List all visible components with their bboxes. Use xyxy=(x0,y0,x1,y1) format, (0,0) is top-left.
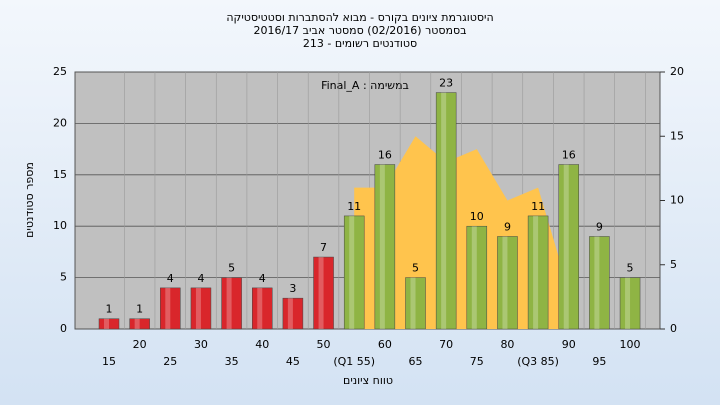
x-tick-label: 95 xyxy=(592,355,606,368)
annotation: במשימה : Final_A xyxy=(321,79,409,92)
bar xyxy=(221,277,242,330)
y2-tick-label: 15 xyxy=(670,129,684,142)
value-label: 4 xyxy=(167,272,174,285)
value-label: 11 xyxy=(347,200,361,213)
bar-shine xyxy=(349,215,355,329)
value-label: 11 xyxy=(531,200,545,213)
bar xyxy=(190,287,212,330)
bar xyxy=(497,236,518,330)
x-tick-label: 100 xyxy=(620,338,641,351)
x-axis-label: טווח ציונים xyxy=(343,374,393,387)
value-label: 9 xyxy=(504,220,511,233)
bar xyxy=(619,277,641,330)
bar xyxy=(405,277,426,330)
x-tick-label: 90 xyxy=(562,338,576,351)
value-label: 1 xyxy=(136,303,143,316)
bar-shine xyxy=(471,226,477,329)
bar-shine xyxy=(287,298,293,329)
value-label: 3 xyxy=(289,282,296,295)
x-tick-label: 35 xyxy=(225,355,239,368)
bar xyxy=(435,92,457,330)
bar-shine xyxy=(625,277,631,329)
x-tick-label: 30 xyxy=(194,338,208,351)
bar xyxy=(252,287,273,330)
y-tick-label: 0 xyxy=(60,322,67,335)
x-tick-label: 70 xyxy=(439,338,453,351)
bar-shine xyxy=(134,318,140,329)
bar-shine xyxy=(226,277,232,329)
value-label: 7 xyxy=(320,241,327,254)
value-label: 5 xyxy=(412,262,419,275)
x-tick-label: 40 xyxy=(255,338,269,351)
y-tick-label: 25 xyxy=(53,65,67,78)
bar-shine xyxy=(104,318,109,329)
y-tick-label: 5 xyxy=(60,271,67,284)
y-axis-label: מספר סטודנטים xyxy=(23,162,36,238)
value-label: 23 xyxy=(439,77,453,90)
bar xyxy=(313,256,334,330)
bar xyxy=(343,215,365,330)
y2-tick-label: 0 xyxy=(670,322,677,335)
bar xyxy=(589,236,610,330)
x-tick-label: (Q1 55) xyxy=(333,355,375,368)
value-label: 10 xyxy=(470,210,484,223)
x-tick-label: 20 xyxy=(133,338,147,351)
bar xyxy=(282,297,304,330)
x-tick-label: 15 xyxy=(102,355,116,368)
bar-shine xyxy=(594,236,600,329)
bar-shine xyxy=(441,92,447,329)
bar xyxy=(527,215,549,330)
x-tick-label: 75 xyxy=(470,355,484,368)
value-label: 5 xyxy=(228,262,235,275)
bar-shine xyxy=(195,287,201,329)
bar-shine xyxy=(257,287,263,329)
value-label: 5 xyxy=(627,262,634,275)
value-label: 4 xyxy=(197,272,204,285)
value-label: 1 xyxy=(106,303,113,316)
y2-tick-label: 20 xyxy=(670,65,684,78)
bar-shine xyxy=(410,277,416,329)
bar-shine xyxy=(533,215,539,329)
x-tick-label: 60 xyxy=(378,338,392,351)
chart-title: היסטוגרמת ציונים בקורס - מבוא להסתברות ו… xyxy=(226,11,493,24)
chart-subtitle: סטודנטים רשומים - 213 xyxy=(303,37,417,50)
value-label: 16 xyxy=(378,149,392,162)
bar-shine xyxy=(563,164,569,329)
x-tick-label: (Q3 85) xyxy=(517,355,559,368)
bar xyxy=(558,164,579,330)
x-tick-label: 80 xyxy=(500,338,514,351)
bar-shine xyxy=(379,164,385,329)
y2-tick-label: 5 xyxy=(670,258,677,271)
bar xyxy=(160,287,181,330)
y-tick-label: 10 xyxy=(53,219,67,232)
x-tick-label: 65 xyxy=(409,355,423,368)
x-tick-label: 50 xyxy=(317,338,331,351)
x-tick-label: 25 xyxy=(163,355,177,368)
y-tick-label: 15 xyxy=(53,168,67,181)
bar-shine xyxy=(318,257,324,329)
y2-tick-label: 10 xyxy=(670,194,684,207)
value-label: 4 xyxy=(259,272,266,285)
bar-shine xyxy=(165,287,171,329)
value-label: 16 xyxy=(562,149,576,162)
x-tick-label: 45 xyxy=(286,355,300,368)
value-label: 9 xyxy=(596,220,603,233)
bar xyxy=(466,225,488,330)
chart-subtitle: בסמסטר (02/2016) סמסטר אביב 2016/17 xyxy=(253,24,466,37)
bar xyxy=(98,318,120,330)
bar xyxy=(129,318,150,330)
y-tick-label: 20 xyxy=(53,116,67,129)
bar xyxy=(374,164,396,330)
bar-shine xyxy=(502,236,508,329)
